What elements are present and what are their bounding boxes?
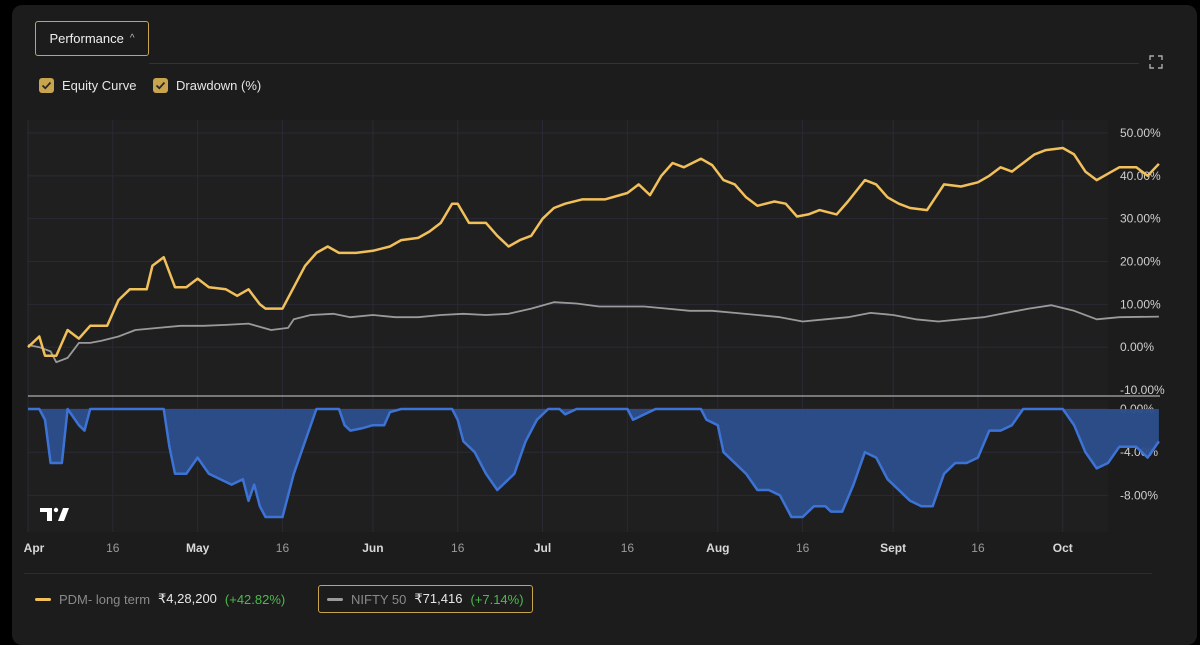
legend-series-name: PDM- long term	[59, 591, 151, 607]
equity-curve-line	[27, 146, 1160, 357]
equity-curve-label: Equity Curve	[62, 78, 137, 93]
checkbox-checked-icon[interactable]	[153, 78, 168, 93]
legend-series-change: (+42.82%)	[224, 591, 286, 607]
x-tick-label: Oct	[1053, 541, 1073, 555]
x-tick-label: 16	[451, 541, 465, 555]
legend-item-nifty[interactable]: NIFTY 50 ₹71,416 (+7.14%)	[318, 585, 533, 613]
y-tick-label: -10.00%	[1120, 383, 1165, 397]
performance-chart[interactable]: Apr 16 May 16 Jun 16 Jul 16 Aug 16 Sept 16 Oct 50.00%…	[0, 0, 1200, 570]
nifty-line	[27, 301, 1159, 364]
legend-series-name: NIFTY 50	[351, 591, 407, 607]
chevron-up-icon: ^	[129, 33, 135, 44]
tradingview-logo-icon[interactable]	[40, 507, 69, 521]
drawdown-toggle[interactable]: Drawdown (%)	[153, 78, 261, 93]
drawdown-label: Drawdown (%)	[176, 78, 262, 93]
x-tick-label: Jul	[534, 541, 551, 555]
performance-label: Performance	[49, 31, 124, 46]
fullscreen-icon[interactable]	[1149, 55, 1163, 69]
equity-curve-toggle[interactable]: Equity Curve	[39, 78, 136, 93]
toolbar-divider	[149, 63, 1139, 64]
dd-y-tick-label: -8.00%	[1120, 488, 1158, 502]
legend-divider	[24, 573, 1152, 574]
x-tick-label: 16	[106, 541, 120, 555]
drawdown-area	[28, 409, 1159, 517]
y-tick-label: 50.00%	[1120, 126, 1161, 140]
y-tick-label: 0.00%	[1120, 340, 1154, 354]
y-tick-label: 10.00%	[1120, 297, 1161, 311]
x-tick-label: 16	[621, 541, 635, 555]
x-tick-label: May	[186, 541, 210, 555]
legend-series-change: (+7.14%)	[470, 591, 524, 607]
x-tick-label: 16	[971, 541, 985, 555]
legend-item-pdm[interactable]: PDM- long term ₹4,28,200 (+42.82%)	[35, 585, 285, 613]
x-tick-label: Sept	[880, 541, 906, 555]
legend-series-value: ₹4,28,200	[158, 591, 217, 606]
drawdown-line	[28, 407, 1160, 519]
series-swatch	[35, 597, 51, 601]
x-tick-label: Aug	[706, 541, 729, 555]
x-tick-label: Apr	[24, 541, 45, 555]
y-tick-label: 20.00%	[1120, 255, 1161, 269]
checkbox-checked-icon[interactable]	[39, 78, 54, 93]
legend-series-value: ₹71,416	[414, 591, 463, 606]
x-tick-label: 16	[796, 541, 810, 555]
x-tick-label: Jun	[362, 541, 383, 555]
x-tick-label: 16	[276, 541, 290, 555]
series-swatch	[327, 597, 343, 601]
equity-plot-area	[28, 120, 1108, 396]
y-tick-label: 30.00%	[1120, 212, 1161, 226]
performance-dropdown-button[interactable]: Performance ^	[35, 21, 149, 56]
